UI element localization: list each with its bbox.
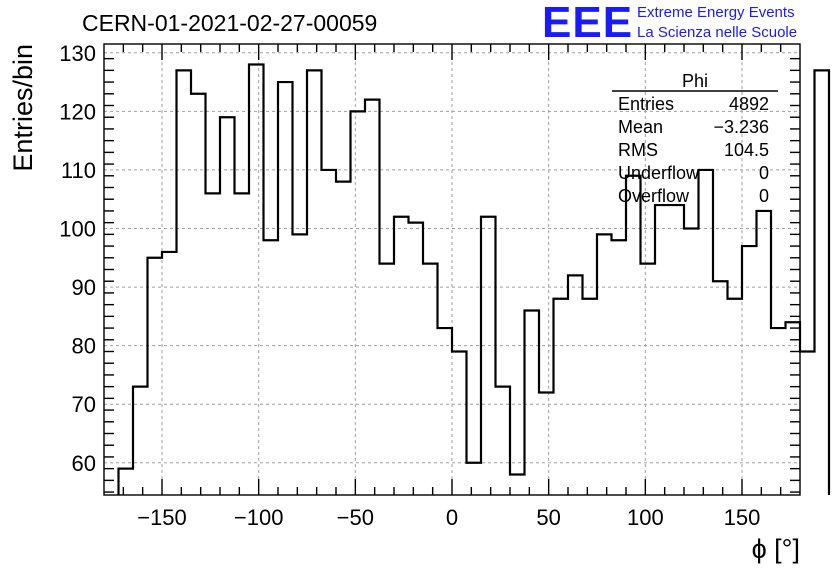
y-axis-title: Entries/bin [8, 44, 38, 172]
x-tick-label: 0 [446, 505, 458, 530]
stats-value-entries: 4892 [729, 94, 769, 114]
y-tick-label: 80 [72, 334, 96, 359]
brand-line-1: Extreme Energy Events [637, 4, 795, 21]
y-tick-label: 120 [59, 99, 96, 124]
axis-ticks [104, 44, 800, 495]
stats-box: Phi Entries 4892 Mean −3.236 RMS 104.5 U… [612, 71, 778, 206]
x-tick-label: −150 [137, 505, 187, 530]
grid [104, 44, 800, 495]
y-tick-label: 100 [59, 217, 96, 242]
brand-line-2: La Scienza nelle Scuole [637, 24, 798, 41]
axis-tick-labels: −150 −100 −50 0 50 100 150 60 70 80 90 100 110 120 130 [59, 41, 760, 530]
stats-label-mean: Mean [618, 117, 663, 137]
y-tick-label: 110 [61, 158, 96, 183]
stats-label-overflow: Overflow [618, 186, 690, 206]
eee-logo: EEE [542, 0, 634, 47]
stats-value-overflow: 0 [759, 186, 769, 206]
x-tick-label: 50 [536, 505, 560, 530]
stats-value-rms: 104.5 [724, 140, 769, 160]
stats-label-rms: RMS [618, 140, 658, 160]
y-tick-label: 70 [72, 392, 96, 417]
x-tick-label: 100 [627, 505, 664, 530]
histogram-line [117, 63, 831, 495]
y-tick-label: 60 [72, 451, 96, 476]
chart-title: CERN-01-2021-02-27-00059 [82, 10, 378, 36]
y-tick-label: 90 [72, 275, 96, 300]
stats-label-entries: Entries [618, 94, 674, 114]
x-tick-label: −50 [337, 505, 374, 530]
x-tick-label: −100 [234, 505, 284, 530]
x-tick-label: 150 [724, 505, 761, 530]
x-axis-title: ϕ [°] [752, 534, 800, 564]
y-tick-label: 130 [59, 41, 96, 66]
stats-value-underflow: 0 [759, 163, 769, 183]
stats-label-underflow: Underflow [618, 163, 700, 183]
stats-title: Phi [682, 71, 708, 91]
stats-value-mean: −3.236 [713, 117, 769, 137]
